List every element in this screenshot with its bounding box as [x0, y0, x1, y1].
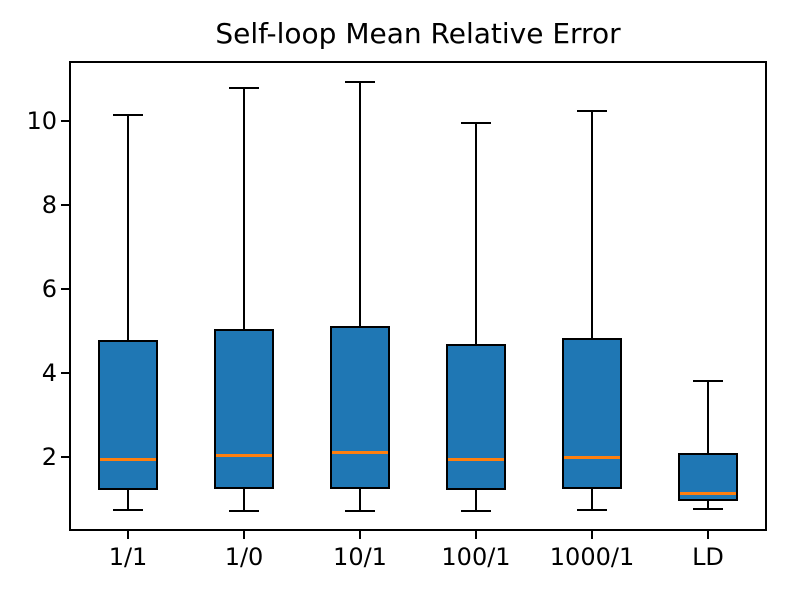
median-line	[216, 453, 272, 457]
lower-whisker-line	[475, 490, 477, 511]
lower-whisker-line	[591, 489, 593, 510]
y-axis-tick-label: 8	[41, 191, 57, 220]
y-tick-mark	[61, 204, 69, 207]
plot-area	[69, 61, 767, 531]
upper-whisker-line	[591, 110, 593, 338]
lower-whisker-cap	[345, 509, 375, 512]
lower-whisker-cap	[577, 508, 607, 511]
x-axis-tick-label: 1/1	[108, 543, 148, 571]
median-line	[448, 457, 504, 461]
x-tick-mark	[127, 531, 129, 539]
median-line	[332, 451, 388, 455]
upper-whisker-cap	[577, 109, 607, 112]
upper-whisker-line	[243, 87, 245, 330]
box-iqr-rect	[98, 340, 158, 491]
upper-whisker-line	[475, 123, 477, 345]
y-axis-tick-label: 10	[26, 107, 57, 136]
lower-whisker-cap	[113, 508, 143, 511]
upper-whisker-cap	[693, 380, 723, 383]
median-line	[680, 492, 736, 496]
lower-whisker-line	[707, 500, 709, 510]
x-axis-tick-label: 1/0	[224, 543, 264, 571]
lower-whisker-cap	[229, 510, 259, 513]
lower-whisker-line	[359, 489, 361, 511]
y-axis-tick-label: 6	[41, 275, 57, 304]
y-axis-tick-label: 4	[41, 359, 57, 388]
x-tick-mark	[591, 531, 593, 539]
upper-whisker-cap	[113, 113, 143, 116]
x-tick-mark	[243, 531, 245, 539]
y-tick-mark	[61, 456, 69, 459]
box-iqr-rect	[562, 337, 622, 490]
y-tick-mark	[61, 372, 69, 375]
x-axis-tick-label: 1000/1	[549, 543, 635, 571]
upper-whisker-cap	[461, 122, 491, 125]
box-iqr-rect	[330, 326, 390, 490]
y-axis-tick-label: 2	[41, 443, 57, 472]
upper-whisker-cap	[345, 80, 375, 83]
x-axis-tick-label: 10/1	[333, 543, 387, 571]
y-tick-mark	[61, 288, 69, 291]
lower-whisker-cap	[461, 509, 491, 512]
upper-whisker-line	[127, 114, 129, 341]
lower-whisker-cap	[693, 508, 723, 511]
upper-whisker-line	[707, 381, 709, 454]
x-tick-mark	[359, 531, 361, 539]
lower-whisker-line	[243, 489, 245, 512]
x-tick-mark	[707, 531, 709, 539]
chart-title: Self-loop Mean Relative Error	[215, 17, 621, 50]
x-tick-mark	[475, 531, 477, 539]
median-line	[564, 455, 620, 459]
upper-whisker-line	[359, 81, 361, 327]
upper-whisker-cap	[229, 86, 259, 89]
box-iqr-rect	[214, 329, 274, 490]
y-tick-mark	[61, 120, 69, 123]
x-axis-tick-label: 100/1	[441, 543, 511, 571]
median-line	[100, 457, 156, 461]
lower-whisker-line	[127, 490, 129, 510]
x-axis-tick-label: LD	[692, 543, 724, 571]
box-iqr-rect	[446, 344, 506, 491]
